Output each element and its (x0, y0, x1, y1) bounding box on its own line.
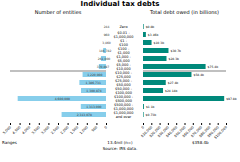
svg-text:$70,000: $70,000 (190, 125, 204, 139)
svg-text:4,000: 4,000 (21, 125, 31, 135)
svg-text:$27.4b: $27.4b (168, 81, 179, 85)
svg-text:$97.8b: $97.8b (226, 97, 237, 101)
svg-text:$1.1b: $1.1b (146, 105, 155, 109)
svg-text:500: 500 (91, 125, 99, 133)
svg-text:$60,000: $60,000 (181, 125, 195, 139)
svg-text:3,500: 3,500 (31, 125, 41, 135)
svg-text:2,313,078: 2,313,078 (77, 113, 92, 117)
svg-text:4,500: 4,500 (12, 125, 22, 135)
svg-text:$0.8b: $0.8b (146, 25, 155, 29)
svg-text:$0.73b: $0.73b (146, 113, 157, 117)
svg-text:Zero: Zero (119, 25, 127, 29)
svg-text:3,000: 3,000 (40, 125, 50, 135)
svg-text:261,000: 261,000 (98, 57, 110, 61)
svg-text:$3.46b: $3.46b (148, 33, 159, 37)
svg-text:0: 0 (104, 125, 108, 129)
svg-text:$30.7b: $30.7b (170, 49, 181, 53)
svg-text:1,313,000: 1,313,000 (86, 105, 101, 109)
svg-text:$90,000: $90,000 (206, 125, 220, 139)
svg-text:$24.14b: $24.14b (165, 89, 177, 93)
svg-text:146,782: 146,782 (99, 49, 111, 53)
html-text:Ranges: Ranges (2, 140, 17, 145)
svg-text:960: 960 (104, 33, 110, 37)
svg-text:$5,000 -$10,000: $5,000 -$10,000 (116, 63, 131, 70)
svg-text:$50,000 -$100,000: $50,000 -$100,000 (115, 87, 133, 95)
svg-text:370,897: 370,897 (97, 65, 109, 69)
svg-text:$80,000: $80,000 (198, 125, 212, 139)
svg-text:5,000: 5,000 (2, 125, 12, 135)
svg-text:$1,000,000and over: $1,000,000and over (113, 111, 133, 119)
svg-text:1,220,000: 1,220,000 (87, 73, 102, 77)
svg-text:$40,000: $40,000 (165, 125, 179, 139)
svg-text:$10,000: $10,000 (140, 125, 154, 139)
svg-text:$58.4b: $58.4b (193, 73, 204, 77)
svg-text:$75.4b: $75.4b (208, 65, 219, 69)
svg-text:$10,000 -$25,000: $10,000 -$25,000 (115, 71, 133, 79)
svg-text:$30,000: $30,000 (156, 125, 170, 139)
svg-text:1,300,874: 1,300,874 (86, 89, 101, 93)
svg-text:$0.01 -$1,000,000: $0.01 -$1,000,000 (113, 31, 133, 39)
svg-text:$100,000 -$500,000: $100,000 -$500,000 (114, 95, 134, 103)
svg-text:1,000: 1,000 (79, 125, 89, 135)
svg-text:$500,000 -$1,000,000: $500,000 -$1,000,000 (113, 103, 133, 111)
svg-text:2,000: 2,000 (60, 125, 70, 135)
svg-text:$100 -$1,000: $100 -$1,000 (117, 47, 129, 55)
html-text:13.4mil (n=): 13.4mil (n=) (107, 140, 133, 145)
svg-text:244: 244 (104, 25, 110, 29)
svg-text:$1,000 -$5,000: $1,000 -$5,000 (116, 55, 131, 63)
html-text:$358.4b: $358.4b (192, 140, 209, 145)
svg-text:$20,000: $20,000 (148, 125, 162, 139)
html-text:Source: IRS data.: Source: IRS data. (102, 146, 138, 151)
svg-text:$28.3b: $28.3b (168, 57, 179, 61)
svg-text:3,460: 3,460 (102, 41, 111, 45)
svg-text:2,500: 2,500 (50, 125, 60, 135)
svg-text:$50,000: $50,000 (173, 125, 187, 139)
svg-text:$10.3b: $10.3b (154, 41, 165, 45)
svg-text:0: 0 (141, 125, 145, 129)
svg-text:1,386,731: 1,386,731 (86, 81, 101, 85)
svg-text:$1 -$100: $1 -$100 (119, 39, 128, 47)
svg-text:$100,000: $100,000 (213, 125, 228, 140)
svg-text:$25,000 -$50,000: $25,000 -$50,000 (115, 79, 133, 87)
svg-text:4,600,000: 4,600,000 (55, 97, 70, 101)
html-text:Total debt owed (in billions): Total debt owed (in billions) (150, 9, 219, 15)
html-text:Number of entities: Number of entities (34, 9, 82, 15)
svg-text:1,500: 1,500 (69, 125, 79, 135)
html-text:Individual tax debts: Individual tax debts (80, 0, 160, 8)
